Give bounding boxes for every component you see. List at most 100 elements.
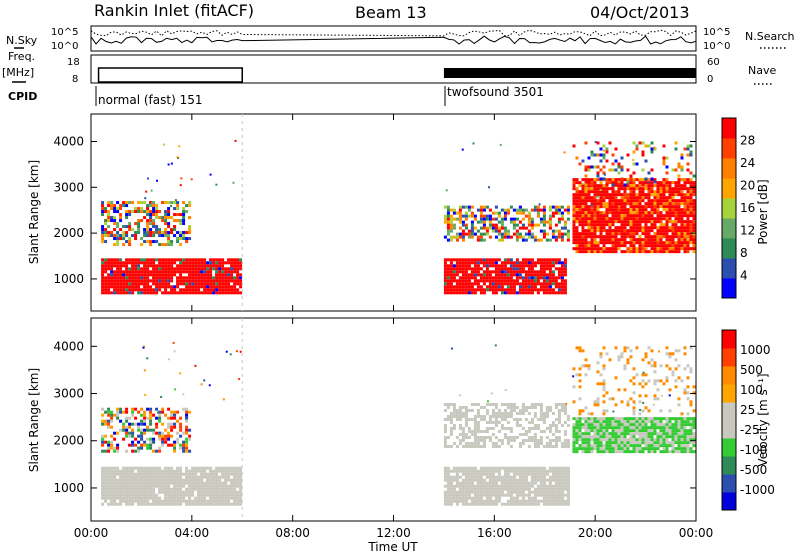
velocity-sparse-point — [652, 403, 655, 406]
velocity-cell — [473, 478, 477, 482]
power-cell — [590, 178, 594, 182]
velocity-cell — [617, 423, 621, 427]
power-cell — [602, 220, 606, 224]
velocity-cell — [545, 435, 549, 439]
velocity-cell — [506, 499, 510, 503]
power-cell — [116, 270, 120, 274]
velocity-cell — [527, 502, 531, 506]
power-cell — [461, 232, 465, 236]
velocity-cell — [608, 447, 612, 451]
power-cell — [593, 232, 597, 236]
power-cell — [467, 291, 471, 295]
velocity-cell — [680, 447, 684, 451]
velocity-cell — [578, 438, 582, 442]
power-cell — [176, 237, 180, 241]
power-cell — [527, 217, 531, 221]
power-cell — [641, 247, 645, 251]
power-cell — [458, 258, 462, 262]
velocity-cell — [536, 444, 540, 448]
velocity-cell — [470, 487, 474, 491]
velocity-cell — [491, 420, 495, 424]
power-cell — [614, 196, 618, 200]
power-cell — [563, 223, 567, 227]
power-cell — [515, 217, 519, 221]
power-cell — [482, 223, 486, 227]
velocity-cell — [134, 475, 138, 479]
power-cell — [506, 208, 510, 212]
velocity-cell — [506, 426, 510, 430]
power-cell — [446, 220, 450, 224]
velocity-cell — [605, 432, 609, 436]
power-cell — [548, 220, 552, 224]
velocity-cell — [689, 438, 693, 442]
power-cell — [683, 193, 687, 197]
power-cell — [530, 267, 534, 271]
power-cell — [191, 267, 195, 271]
velocity-cell — [194, 472, 198, 476]
power-cell — [215, 264, 219, 268]
power-cell — [656, 238, 660, 242]
power-cell — [587, 156, 591, 160]
date-title: 04/Oct/2013 — [590, 3, 690, 22]
velocity-cell — [587, 444, 591, 448]
velocity-cell — [125, 428, 129, 432]
nsky-label: N.Sky — [6, 34, 38, 47]
velocity-cell — [476, 487, 480, 491]
velocity-cell — [173, 499, 177, 503]
power-cell — [512, 261, 516, 265]
power-cell — [560, 276, 564, 280]
power-cell — [509, 261, 513, 265]
velocity-cell — [191, 493, 195, 497]
velocity-cell — [683, 367, 687, 371]
velocity-cell — [668, 352, 672, 356]
velocity-cell — [119, 487, 123, 491]
power-cell — [170, 201, 174, 205]
velocity-cell — [506, 441, 510, 445]
power-cell — [461, 223, 465, 227]
power-cell — [167, 213, 171, 217]
power-cell — [605, 214, 609, 218]
power-cell — [167, 210, 171, 214]
power-cell — [674, 247, 678, 251]
velocity-cell — [200, 490, 204, 494]
power-cell — [560, 282, 564, 286]
velocity-cell — [194, 478, 198, 482]
power-cell — [590, 202, 594, 206]
velocity-cell — [158, 434, 162, 438]
power-cell — [533, 261, 537, 265]
power-cell — [236, 261, 240, 265]
power-cell — [662, 229, 666, 233]
velocity-cell — [221, 499, 225, 503]
velocity-cell — [179, 472, 183, 476]
velocity-cell — [185, 466, 189, 470]
velocity-cell — [236, 478, 240, 482]
nave-axis-bottom: 0 — [707, 74, 713, 85]
power-cell — [134, 273, 138, 277]
power-cell — [683, 214, 687, 218]
power-cell — [656, 250, 660, 254]
power-cell — [611, 187, 615, 191]
power-cell — [584, 193, 588, 197]
velocity-cell — [620, 423, 624, 427]
velocity-cell — [104, 472, 108, 476]
power-cell — [473, 226, 477, 230]
power-cell — [143, 258, 147, 262]
velocity-cell — [191, 484, 195, 488]
power-cell — [446, 264, 450, 268]
velocity-cell — [212, 475, 216, 479]
velocity-cell — [473, 472, 477, 476]
power-cell — [164, 216, 168, 220]
velocity-cell — [509, 426, 513, 430]
power-cell — [161, 243, 165, 247]
velocity-cell — [467, 502, 471, 506]
power-cell — [620, 168, 624, 172]
power-cell — [443, 273, 447, 277]
velocity-cell — [602, 382, 606, 386]
velocity-cell — [551, 411, 555, 415]
velocity-cell — [134, 416, 138, 420]
power-cell — [152, 219, 156, 223]
velocity-cell — [137, 487, 141, 491]
velocity-cell — [494, 469, 498, 473]
velocity-cell — [674, 426, 678, 430]
velocity-cell — [539, 441, 543, 445]
